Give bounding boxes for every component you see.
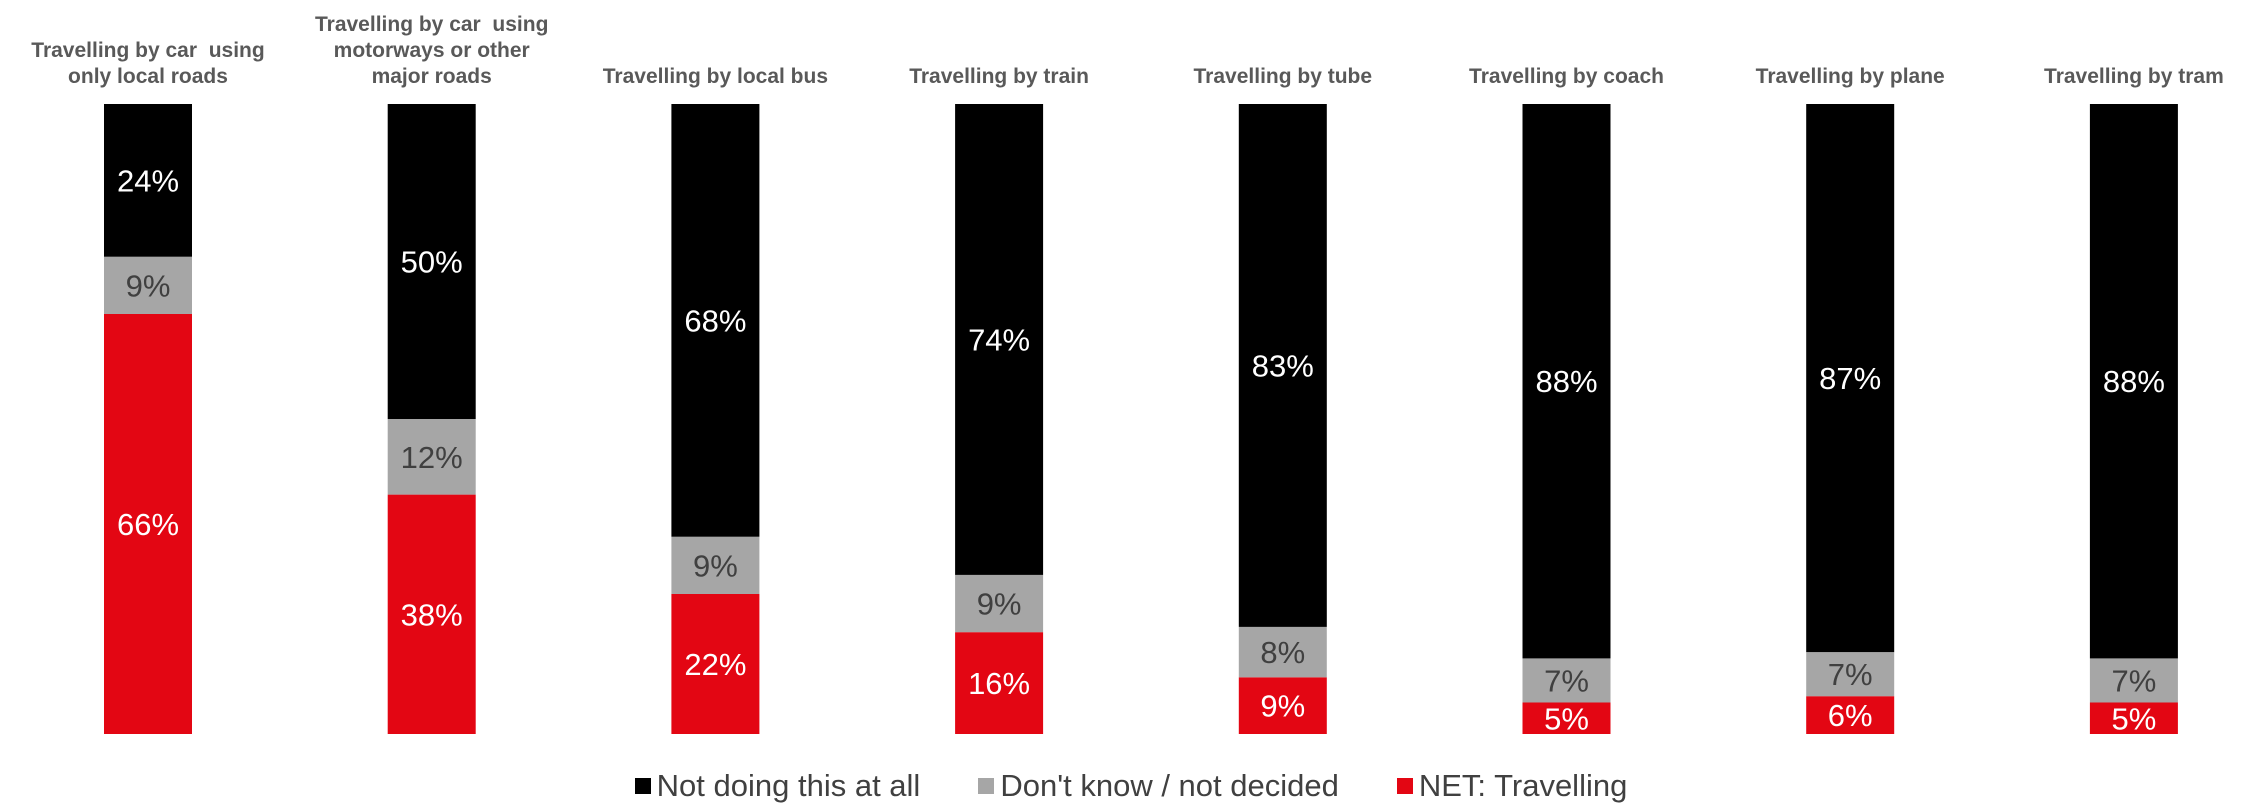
legend-item: Don't know / not decided [978, 768, 1339, 804]
data-label: 87% [1819, 361, 1881, 396]
bar-segment [671, 536, 760, 594]
data-label: 12% [401, 440, 463, 475]
data-label: 5% [1544, 701, 1589, 736]
bar-segment [2089, 104, 2178, 659]
data-label: 74% [968, 322, 1030, 357]
category-label: Travelling by tram [2044, 65, 2224, 88]
data-label: 22% [684, 647, 746, 682]
bar-segment [1806, 652, 1895, 697]
bar-segment [104, 104, 192, 257]
stacked-bar-chart: 66% 9% 24% Travelling by car using only loca… [31, 13, 2224, 736]
bar-segment [104, 256, 192, 314]
category-label: Travelling by coach [1469, 65, 1664, 88]
bar-segment [955, 632, 1044, 734]
category-label: Travelling by train [909, 65, 1089, 88]
legend-label: Don't know / not decided [1000, 768, 1339, 803]
bar-segment [671, 104, 760, 537]
bar-segment [671, 594, 760, 734]
data-label: 7% [2111, 663, 2156, 698]
bar-segment [1806, 696, 1895, 734]
data-label: 7% [1828, 657, 1873, 692]
data-label: 9% [1260, 689, 1305, 724]
category-label: Travelling by local bus [603, 65, 828, 88]
bar-segment [2089, 658, 2178, 703]
bar-segment [1522, 702, 1611, 734]
legend: Not doing this at all Don't know / not de… [0, 768, 2262, 804]
bar-segment [387, 104, 476, 419]
data-label: 9% [693, 548, 738, 583]
legend-swatch [634, 778, 651, 794]
category-label: Travelling by car using [315, 13, 548, 36]
bar-segment [387, 494, 476, 734]
data-label: 68% [684, 303, 746, 338]
data-label: 5% [2111, 701, 2156, 736]
data-label: 9% [977, 587, 1022, 622]
bar-segment [1806, 104, 1895, 653]
legend-label: Not doing this at all [656, 768, 921, 803]
category-label: Travelling by tube [1194, 65, 1373, 88]
data-label: 88% [2103, 364, 2165, 399]
bar-segment [1522, 104, 1611, 659]
legend-swatch [978, 778, 995, 794]
bar-segment [1238, 626, 1327, 678]
category-label: Travelling by car using [31, 39, 264, 62]
bar-segment [1238, 677, 1327, 734]
data-label: 88% [1535, 364, 1597, 399]
data-label: 24% [117, 163, 179, 198]
data-label: 66% [117, 507, 179, 542]
category-label: Travelling by plane [1756, 65, 1945, 88]
data-label: 83% [1252, 348, 1314, 383]
data-label: 50% [401, 245, 463, 280]
legend-item: Not doing this at all [634, 768, 921, 804]
data-label: 9% [126, 268, 171, 303]
bar-segment [1238, 104, 1327, 627]
category-label: only local roads [68, 65, 228, 88]
bar-segment [387, 419, 476, 495]
category-label: major roads [372, 65, 492, 88]
data-label: 7% [1544, 663, 1589, 698]
legend-swatch [1396, 778, 1413, 794]
category-label: motorways or other [334, 39, 530, 62]
data-label: 6% [1828, 698, 1873, 733]
bar-segment [955, 104, 1044, 575]
bar-segment [104, 314, 192, 734]
data-label: 38% [401, 597, 463, 632]
data-label: 8% [1260, 635, 1305, 670]
legend-label: NET: Travelling [1418, 768, 1628, 803]
legend-item: NET: Travelling [1396, 768, 1628, 804]
bar-segment [2089, 702, 2178, 734]
bar-segment [955, 574, 1044, 633]
data-label: 16% [968, 666, 1030, 701]
bar-segment [1522, 658, 1611, 703]
